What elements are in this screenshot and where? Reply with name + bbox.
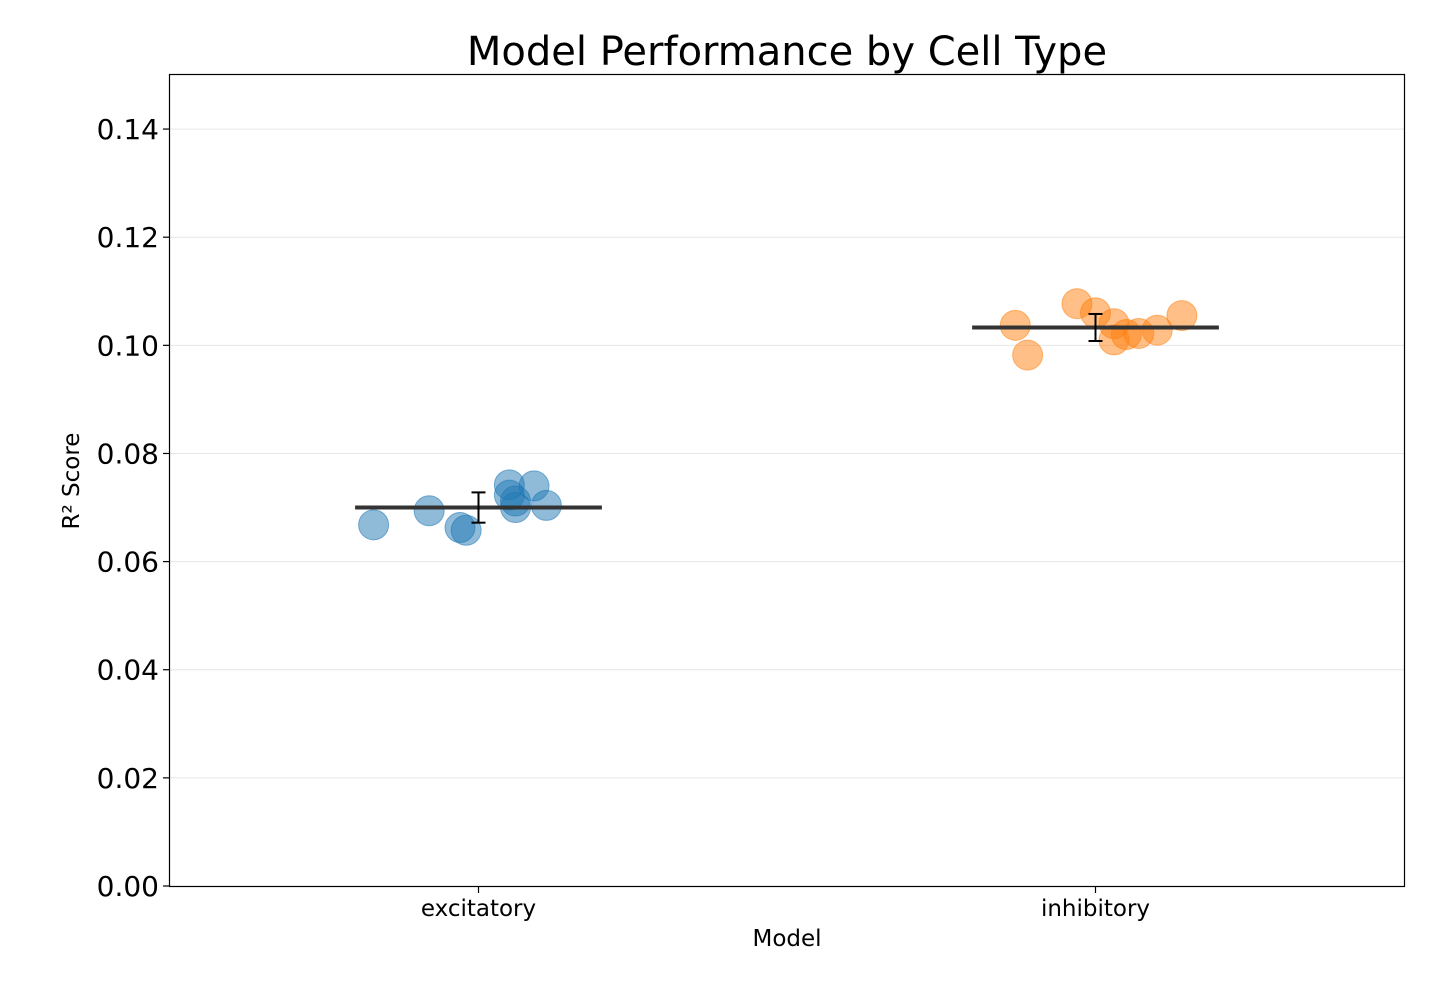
plot-frame <box>168 73 1406 888</box>
data-point-excitatory <box>530 489 562 521</box>
y-tick-label: 0.12 <box>97 221 159 254</box>
data-point-inhibitory <box>1166 300 1198 332</box>
y-tick-label: 0.14 <box>97 113 159 146</box>
data-point-inhibitory <box>1110 319 1142 351</box>
y-tick-label: 0.06 <box>97 546 159 579</box>
data-point-inhibitory <box>1141 314 1173 346</box>
data-point-excitatory <box>500 485 532 517</box>
x-axis-label: Model <box>752 926 821 952</box>
y-axis-label: R² Score <box>59 433 85 530</box>
data-point-inhibitory <box>1012 339 1044 371</box>
y-tick-label: 0.08 <box>97 437 159 470</box>
data-point-excitatory <box>450 514 482 546</box>
y-tick-label: 0.00 <box>97 870 159 903</box>
stats-layer <box>355 312 1219 524</box>
y-tick-label: 0.10 <box>97 329 159 362</box>
x-axis-ticks: excitatory inhibitory <box>421 886 1150 922</box>
y-axis-ticks: 0.00 0.02 0.04 0.06 0.08 0.10 0.12 0.14 <box>97 113 170 903</box>
x-tick-label-inhibitory: inhibitory <box>1041 896 1150 922</box>
chart-title: Model Performance by Cell Type <box>467 29 1107 75</box>
grid-layer <box>170 128 1404 779</box>
x-tick-label-excitatory: excitatory <box>421 896 536 922</box>
points-layer <box>358 288 1198 546</box>
y-tick-label: 0.04 <box>97 654 159 687</box>
y-tick-label: 0.02 <box>97 762 159 795</box>
data-point-excitatory <box>413 495 445 527</box>
data-point-excitatory <box>358 509 390 541</box>
data-point-inhibitory <box>999 309 1031 341</box>
